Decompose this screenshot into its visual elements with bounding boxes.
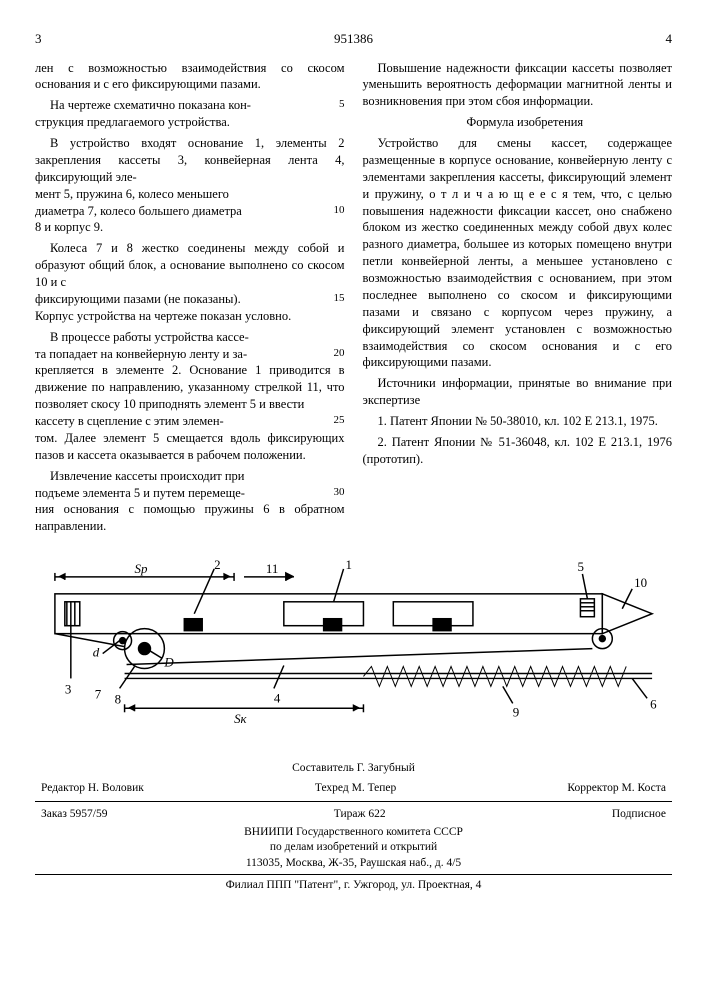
drawing-svg: Sp Sк 11 2 1 3 d D 7 8 4 5 10 6 9 bbox=[35, 559, 672, 738]
page-num-left: 3 bbox=[35, 30, 42, 48]
publisher-2: по делам изобретений и открытий bbox=[35, 840, 672, 856]
svg-text:D: D bbox=[163, 655, 174, 670]
page-header: 3 951386 4 bbox=[35, 30, 672, 48]
source-1: 1. Патент Японии № 50-38010, кл. 102 Е 2… bbox=[363, 413, 673, 430]
svg-text:11: 11 bbox=[266, 561, 278, 576]
editor: Редактор Н. Воловик bbox=[41, 781, 144, 797]
para: Извлечение кассеты происходит при подъем… bbox=[35, 468, 345, 536]
svg-text:6: 6 bbox=[650, 696, 657, 711]
line-number: 10 bbox=[319, 203, 345, 218]
techred: Техред М. Тепер bbox=[315, 781, 396, 797]
line-number: 25 bbox=[319, 413, 345, 428]
svg-text:7: 7 bbox=[95, 687, 102, 702]
para: Колеса 7 и 8 жестко соединены между собо… bbox=[35, 240, 345, 324]
svg-text:d: d bbox=[93, 645, 100, 660]
divider bbox=[35, 801, 672, 802]
line-number: 15 bbox=[319, 291, 345, 306]
para: В устройство входят основание 1, элемент… bbox=[35, 135, 345, 236]
right-column: Повышение надежности фиксации кассеты по… bbox=[363, 60, 673, 540]
line-number: 30 bbox=[319, 485, 345, 500]
text-columns: лен с возможностью взаимодействия со ско… bbox=[35, 60, 672, 540]
svg-text:10: 10 bbox=[634, 575, 647, 590]
line-number: 5 bbox=[324, 97, 345, 112]
svg-text:3: 3 bbox=[65, 682, 71, 697]
corrector: Корректор М. Коста bbox=[567, 781, 666, 797]
svg-text:1: 1 bbox=[346, 559, 352, 572]
subscription: Подписное bbox=[612, 807, 666, 823]
colophon: Составитель Г. Загубный Редактор Н. Воло… bbox=[35, 761, 672, 894]
svg-text:2: 2 bbox=[214, 559, 220, 572]
para: лен с возможностью взаимодействия со ско… bbox=[35, 60, 345, 94]
credits-row: Редактор Н. Воловик Техред М. Тепер Корр… bbox=[35, 779, 672, 799]
svg-text:4: 4 bbox=[274, 690, 281, 705]
tirage: Тираж 622 bbox=[334, 807, 386, 823]
compiler: Составитель Г. Загубный bbox=[35, 761, 672, 777]
source-2: 2. Патент Японии № 51-36048, кл. 102 Е 2… bbox=[363, 434, 673, 468]
claim-text: Устройство для смены кассет, содержащее … bbox=[363, 135, 673, 371]
branch: Филиал ППП "Патент", г. Ужгород, ул. Про… bbox=[35, 878, 672, 894]
divider bbox=[35, 874, 672, 875]
publisher-1: ВНИИПИ Государственного комитета СССР bbox=[35, 825, 672, 841]
sources-title: Источники информации, принятые во вниман… bbox=[363, 375, 673, 409]
order-no: Заказ 5957/59 bbox=[41, 807, 108, 823]
svg-text:9: 9 bbox=[513, 704, 519, 719]
para: Повышение надежности фиксации кассеты по… bbox=[363, 60, 673, 111]
order-row: Заказ 5957/59 Тираж 622 Подписное bbox=[35, 805, 672, 825]
line-number: 20 bbox=[319, 346, 345, 361]
svg-text:Sк: Sк bbox=[234, 711, 247, 726]
claims-title: Формула изобретения bbox=[363, 114, 673, 131]
para: В процессе работы устройства кассе- та п… bbox=[35, 329, 345, 464]
technical-drawing: Sp Sк 11 2 1 3 d D 7 8 4 5 10 6 9 bbox=[35, 559, 672, 743]
left-column: лен с возможностью взаимодействия со ско… bbox=[35, 60, 345, 540]
patent-number: 951386 bbox=[334, 30, 373, 48]
address: 113035, Москва, Ж-35, Раушская наб., д. … bbox=[35, 856, 672, 872]
para: На чертеже схематично показана кон- 5 ст… bbox=[35, 97, 345, 131]
svg-text:Sp: Sp bbox=[135, 561, 148, 576]
svg-text:5: 5 bbox=[577, 559, 583, 574]
page-num-right: 4 bbox=[666, 30, 673, 48]
svg-text:8: 8 bbox=[115, 691, 121, 706]
